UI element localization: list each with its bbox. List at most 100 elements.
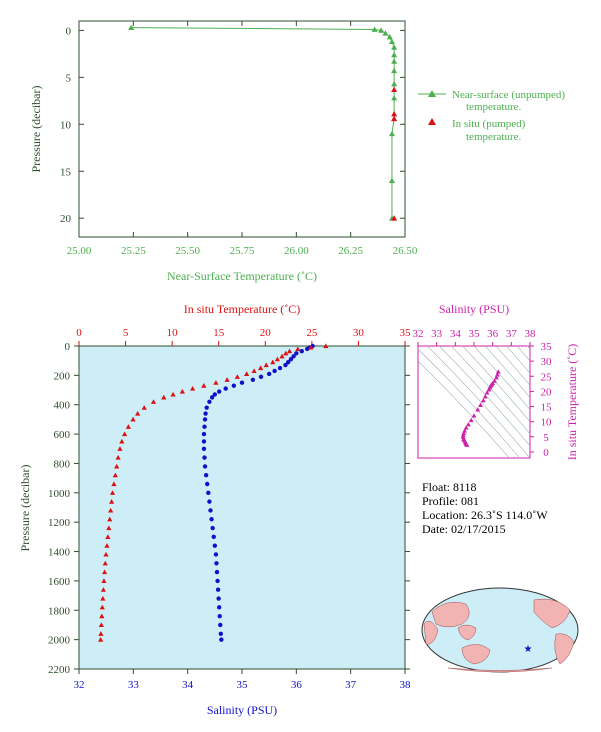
pressure-tick-label: 1600 [48, 576, 71, 588]
ts-point [475, 407, 481, 412]
pressure-tick-label: 400 [54, 400, 71, 412]
map-indonesia [457, 624, 477, 641]
unpumped-point [391, 67, 398, 74]
top-y-tick-label: 5 [66, 72, 72, 84]
salinity-point [223, 386, 228, 391]
salinity-point [212, 392, 218, 397]
float-info: Float: 8118 Profile: 081 Location: 26.3˚… [422, 480, 548, 536]
unpumped-point [391, 44, 398, 50]
unpumped-point [388, 130, 395, 137]
location: Location: 26.3˚S 114.0˚W [422, 508, 548, 522]
pumped-point [391, 215, 398, 221]
legend-label-pumped-2: temperature. [466, 131, 522, 143]
salinity-point [202, 464, 208, 469]
profile-number: Profile: 081 [422, 494, 479, 508]
salinity-point [213, 552, 219, 557]
salinity-point [250, 377, 256, 382]
temperature-point [274, 356, 280, 362]
ts-diagram: 32 33 34 35 36 37 38 0 5 10 15 20 25 30 35 Salinity (… [413, 302, 580, 460]
temperature-point [283, 350, 289, 356]
salinity-point [209, 395, 215, 400]
pressure-axis-label: Pressure (decibar) [18, 465, 32, 552]
profile-plot-frame [78, 345, 406, 670]
ts-point [482, 394, 488, 399]
top-x-tick-label: 26.50 [393, 245, 418, 257]
float-location-marker: ★ [524, 644, 533, 655]
salinity-point [216, 389, 222, 394]
unpumped-point [388, 38, 395, 45]
pressure-tick-label: 600 [54, 429, 71, 441]
map-south-america [554, 633, 575, 665]
temperature-point [103, 551, 109, 557]
temperature-tick-label: 20 [260, 327, 272, 339]
legend-marker-pumped [428, 118, 436, 125]
temperature-point [244, 371, 250, 376]
density-contour [495, 346, 530, 386]
temperature-point [263, 362, 269, 368]
date: Date: 02/17/2015 [422, 522, 506, 536]
temperature-point [102, 560, 108, 566]
salinity-point [283, 362, 288, 368]
salinity-point [202, 424, 207, 429]
salinity-point [207, 499, 212, 504]
ts-y-tick-label: 20 [541, 386, 553, 398]
temperature-point [251, 368, 257, 374]
ts-point [468, 417, 474, 423]
temperature-tick-label: 10 [167, 327, 179, 339]
salinity-point [285, 359, 291, 365]
density-contour [418, 360, 510, 458]
ts-x-tick-label: 38 [525, 328, 537, 340]
density-contour [473, 346, 530, 410]
temperature-tick-label: 30 [353, 327, 365, 339]
temperature-point [106, 525, 112, 531]
ts-point [466, 422, 471, 427]
ts-x-axis-title: Salinity (PSU) [439, 302, 509, 316]
temperature-point [108, 507, 114, 513]
density-contour [484, 346, 530, 398]
unpumped-point [386, 33, 393, 40]
salinity-point [294, 351, 299, 356]
density-contour [450, 346, 530, 434]
profile-plot: 0 5 10 15 20 25 30 35 32 33 34 35 36 37 38 0 200 400 600… [18, 302, 411, 717]
salinity-point [218, 622, 223, 628]
unpumped-point [391, 58, 398, 64]
pressure-tick-label: 1800 [48, 605, 71, 617]
ts-points [460, 369, 501, 447]
density-contour [418, 348, 521, 458]
temperature-point [150, 399, 157, 404]
salinity-point [203, 411, 208, 416]
temperature-tick-label: 25 [306, 327, 318, 339]
temperature-point [295, 346, 301, 352]
salinity-point [272, 368, 277, 374]
temperature-point [130, 416, 136, 422]
temperature-point [122, 431, 128, 437]
temperature-top-ticks: 0 5 10 15 20 25 30 35 [76, 327, 411, 346]
temperature-tick-label: 35 [400, 327, 412, 339]
density-contour [438, 346, 530, 447]
unpumped-point [391, 51, 398, 58]
temperature-point [109, 499, 115, 504]
temperature-point [286, 348, 293, 354]
temperature-point [100, 595, 106, 601]
salinity-point [201, 446, 207, 451]
temperature-point [99, 604, 105, 610]
salinity-point [258, 374, 264, 380]
salinity-tick-label: 32 [74, 679, 85, 691]
near-surface-plot: 25.00 25.25 25.50 25.75 26.00 26.25 26.50 0 5 10… [29, 20, 418, 283]
salinity-point [202, 455, 207, 460]
temperature-point [135, 410, 141, 416]
salinity-point [291, 354, 296, 359]
temperature-point [279, 353, 285, 359]
salinity-point [203, 473, 209, 478]
salinity-point [214, 569, 220, 575]
temperature-point [125, 424, 131, 429]
salinity-bottom-ticks: 32 33 34 35 36 37 38 [74, 669, 411, 691]
legend-label-unpumped: Near-surface (unpumped) [452, 89, 565, 101]
salinity-point [204, 405, 209, 410]
temperature-point [270, 359, 276, 365]
ts-density-lines [418, 346, 530, 458]
temperature-axis-title: In situ Temperature (˚C) [184, 302, 301, 316]
ts-point [478, 402, 483, 407]
salinity-point [206, 490, 211, 496]
